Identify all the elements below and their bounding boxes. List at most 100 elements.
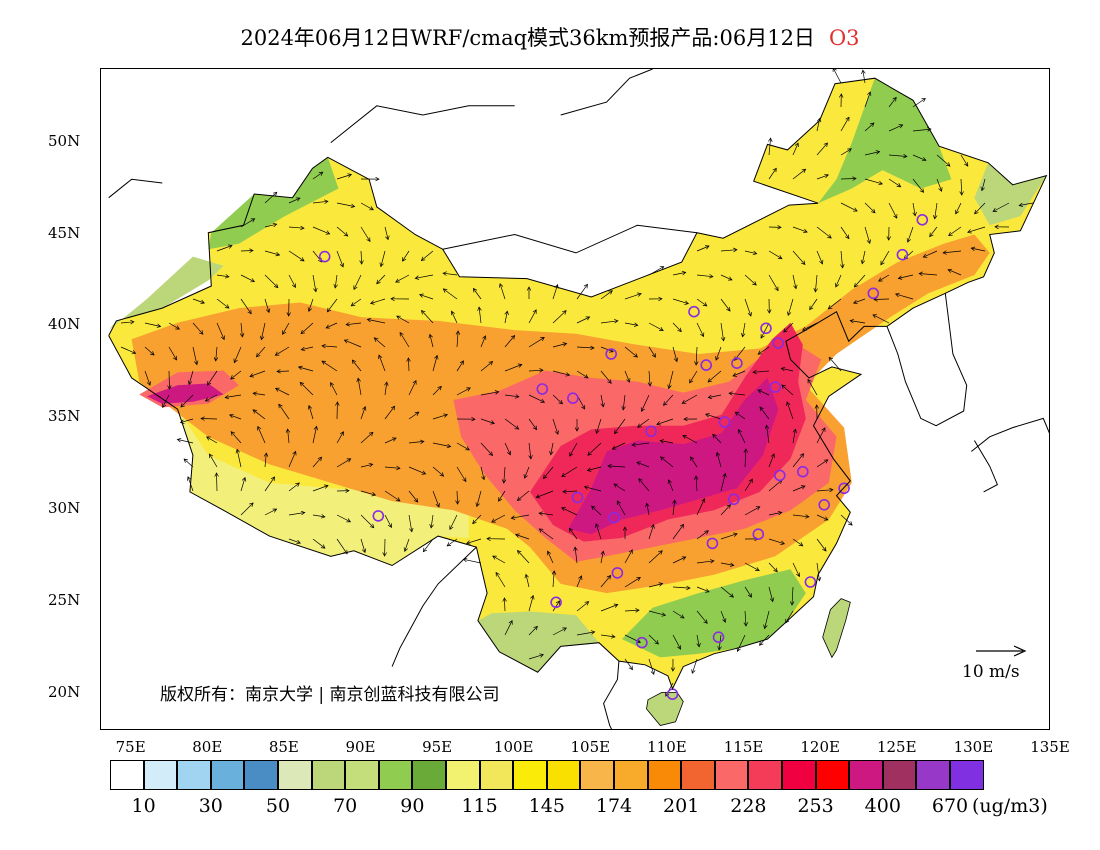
wind-arrow	[712, 433, 722, 444]
wind-arrow	[333, 274, 338, 289]
wind-arrow	[576, 630, 596, 636]
legend-label: 50	[265, 795, 291, 817]
chart-title: 2024年06月12日WRF/cmaq模式36km预报产品:06月12日 O3	[0, 22, 1100, 52]
wind-arrow	[576, 283, 588, 300]
wind-arrow	[120, 319, 135, 325]
wind-arrow	[715, 451, 722, 468]
wind-arrow	[948, 226, 962, 237]
wind-arrow	[672, 270, 687, 276]
wind-arrow	[967, 226, 986, 234]
wind-arrow	[504, 334, 516, 348]
wind-arrow	[743, 448, 749, 468]
wind-arrow	[809, 298, 818, 311]
wind-arrow	[792, 168, 807, 180]
wind-arrow	[366, 317, 386, 324]
wind-arrow	[660, 456, 674, 468]
wind-arrow	[853, 298, 866, 305]
wind-arrow	[213, 346, 219, 362]
wind-arrow	[183, 458, 194, 468]
legend-swatch	[210, 760, 245, 790]
wind-arrow	[552, 418, 559, 435]
wind-arrow	[672, 585, 691, 591]
wind-arrow	[757, 346, 770, 355]
wind-arrow	[583, 485, 602, 492]
wind-arrow	[561, 466, 578, 477]
wind-arrow	[233, 346, 242, 364]
wind-arrow	[274, 346, 290, 356]
wind-arrow	[861, 69, 866, 84]
wind-arrow	[442, 271, 458, 276]
wind-arrow	[624, 292, 642, 300]
wind-arrow	[501, 466, 507, 484]
wind-arrow	[744, 478, 753, 492]
legend-swatch	[110, 760, 144, 790]
wind-arrow	[648, 582, 664, 588]
longitude-label: 120E	[800, 738, 840, 756]
wind-arrow	[840, 116, 850, 132]
wind-arrow	[600, 603, 619, 612]
wind-arrow	[428, 333, 434, 348]
legend-swatch	[916, 760, 950, 790]
wind-arrow	[624, 370, 631, 383]
wind-arrow	[814, 404, 820, 420]
wind-arrow	[600, 574, 612, 588]
wind-arrow	[789, 586, 795, 606]
wind-arrow	[744, 562, 760, 571]
wind-arrow	[878, 274, 890, 282]
wind-arrow	[480, 466, 486, 481]
china-border-outline	[108, 77, 1048, 690]
legend-swatch	[412, 760, 446, 790]
wind-arrow	[528, 394, 546, 403]
wind-arrow	[264, 274, 279, 289]
wind-arrow	[455, 490, 460, 505]
wind-arrow	[472, 514, 482, 525]
wind-arrow	[600, 634, 616, 639]
wind-arrow	[648, 550, 663, 564]
wind-arrow	[672, 298, 690, 305]
wind-arrow	[864, 91, 872, 108]
wind-arrow	[912, 97, 926, 108]
longitude-label: 125E	[876, 738, 917, 756]
wind-arrow	[274, 387, 290, 396]
wind-arrow	[216, 322, 225, 341]
wind-arrow	[888, 178, 902, 188]
wind-arrow	[562, 489, 578, 494]
wind-arrow	[422, 538, 434, 553]
wind-arrow	[515, 533, 530, 540]
legend-label: 145	[528, 795, 565, 817]
station-marker	[896, 248, 909, 261]
wind-arrow	[568, 527, 578, 540]
wind-arrow	[528, 309, 537, 324]
wind-arrow	[449, 514, 458, 531]
wind-arrow	[336, 514, 352, 523]
wind-arrow	[240, 298, 252, 315]
station-marker	[731, 357, 743, 370]
wind-arrow	[480, 390, 500, 396]
wind-arrow	[860, 250, 866, 265]
wind-arrow	[864, 122, 875, 132]
wind-arrow	[595, 418, 602, 434]
wind-arrow	[229, 413, 242, 420]
wind-arrow	[912, 154, 927, 162]
station-marker	[867, 287, 880, 300]
wind-arrow	[343, 339, 362, 348]
wind-arrow	[792, 250, 806, 266]
wind-arrow	[591, 505, 602, 516]
wind-arrow	[528, 368, 544, 373]
wind-arrow	[288, 482, 300, 492]
wind-arrow	[240, 476, 247, 492]
wind-arrow	[240, 248, 254, 253]
wind-arrow	[360, 462, 374, 468]
wind-arrow	[297, 365, 314, 372]
wind-arrow	[408, 439, 425, 444]
wind-arrow	[462, 557, 482, 564]
wind-arrow	[432, 413, 449, 420]
legend-label: 253	[797, 795, 834, 817]
wind-arrow	[864, 202, 876, 214]
wind-arrow	[384, 490, 401, 502]
wind-arrow	[373, 337, 386, 348]
legend-swatch	[378, 760, 413, 790]
wind-arrow	[382, 538, 387, 557]
wind-arrow	[792, 274, 798, 290]
wind-arrow	[456, 387, 471, 396]
